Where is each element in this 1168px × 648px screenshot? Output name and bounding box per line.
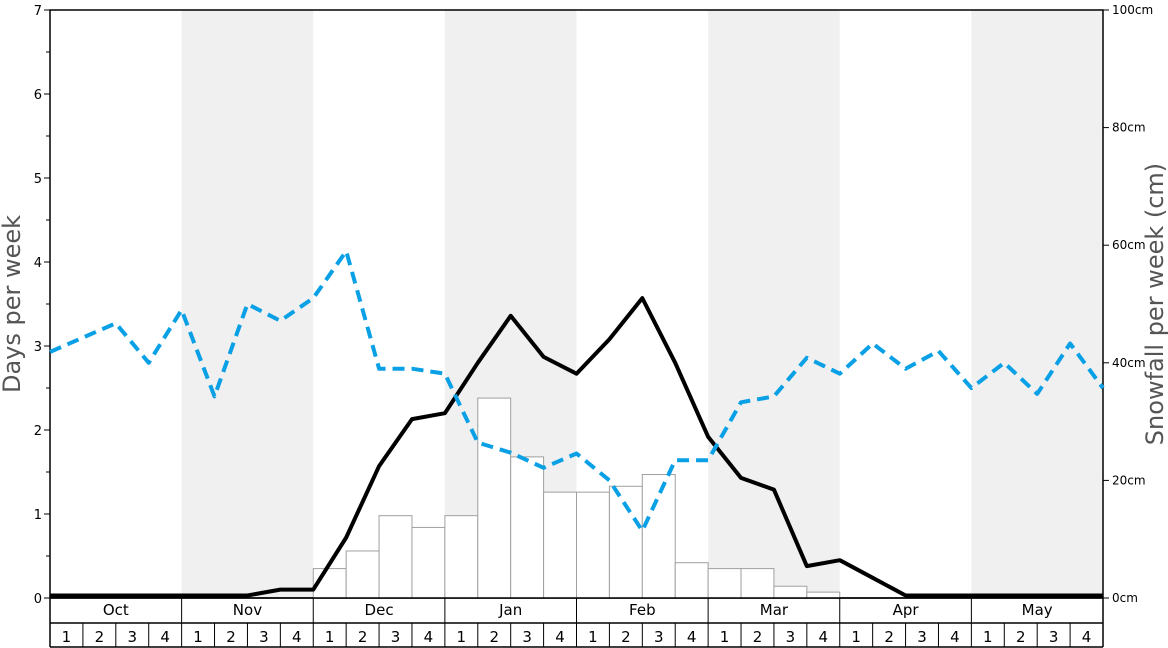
y-tick-label: 3	[34, 340, 42, 355]
snowfall-bar	[411, 526, 446, 599]
y-tick-label: 0	[34, 592, 42, 607]
blue-dashed-line	[49, 249, 1105, 533]
month-axis: Oct 1 2 3 4 Nov 1 2 3 4 Dec 1 2 3 4 Jan 1 2 3 4 Feb 1 2 3 4 Mar 1 2…	[49, 597, 1104, 648]
y-tick-label: 2	[34, 424, 42, 439]
week-label: 1	[457, 628, 467, 646]
month-label-mar: Mar	[760, 601, 789, 619]
month-shading	[181, 10, 1103, 598]
week-label: 1	[193, 628, 203, 646]
y2-tick-label: 0cm	[1112, 591, 1138, 605]
week-label: 3	[259, 628, 269, 646]
y-tick-label: 7	[34, 4, 42, 19]
month-label-apr: Apr	[893, 601, 920, 619]
y2-tick-label: 20cm	[1112, 473, 1146, 487]
week-label: 1	[588, 628, 598, 646]
week-label: 3	[917, 628, 927, 646]
week-label: 2	[489, 628, 499, 646]
week-label: 3	[654, 628, 664, 646]
week-label: 1	[62, 628, 72, 646]
snowfall-bar	[773, 585, 808, 599]
month-shade-nov	[181, 10, 314, 598]
week-label: 1	[851, 628, 861, 646]
y2-axis-title: Snowfall per week (cm)	[1141, 163, 1168, 445]
week-label: 2	[884, 628, 894, 646]
axes: 0 1 2 3 4 5 6 7 0cm 20cm 40cm 60cm 80cm 100cm	[34, 3, 1153, 607]
week-label: 4	[292, 628, 302, 646]
snowfall-bar	[345, 550, 380, 599]
week-label: 4	[819, 628, 829, 646]
snowfall-bar	[510, 456, 545, 599]
week-label: 2	[226, 628, 236, 646]
week-label: 4	[687, 628, 697, 646]
y2-tick-label: 60cm	[1112, 238, 1146, 252]
y2-tick-label: 80cm	[1112, 121, 1146, 135]
month-label-dec: Dec	[365, 601, 394, 619]
black-line	[50, 296, 1103, 598]
y2-tick-label: 40cm	[1112, 356, 1146, 370]
day-lines	[49, 249, 1105, 598]
month-label-oct: Oct	[103, 601, 129, 619]
snowfall-bar	[477, 397, 512, 599]
y-axis-title: Days per week	[0, 215, 26, 393]
month-label-jan: Jan	[498, 601, 522, 619]
snowfall-bar	[641, 474, 676, 599]
month-shade-may	[971, 10, 1103, 598]
snowfall-bar	[740, 568, 775, 599]
week-label: 3	[127, 628, 137, 646]
y-tick-label: 1	[34, 508, 42, 523]
snowfall-bar	[444, 515, 479, 599]
month-shade-mar	[708, 10, 840, 598]
week-label: 1	[325, 628, 335, 646]
week-label: 4	[555, 628, 565, 646]
week-label: 2	[1016, 628, 1026, 646]
week-label: 2	[95, 628, 105, 646]
y-tick-label: 6	[34, 88, 42, 103]
week-label: 2	[621, 628, 631, 646]
snowfall-bar	[806, 591, 841, 599]
week-label: 3	[1049, 628, 1059, 646]
week-label: 2	[358, 628, 368, 646]
week-label: 4	[160, 628, 170, 646]
week-label: 2	[753, 628, 763, 646]
snowfall-bar	[543, 491, 577, 599]
week-label: 4	[424, 628, 434, 646]
snowfall-bar	[576, 491, 610, 599]
week-label: 1	[983, 628, 993, 646]
y2-tick-label: 100cm	[1112, 3, 1153, 17]
snowfall-bar	[674, 562, 709, 599]
week-label: 3	[391, 628, 401, 646]
week-label: 4	[1082, 628, 1092, 646]
snowfall-bar	[378, 515, 413, 599]
month-label-feb: Feb	[629, 601, 656, 619]
week-label: 3	[522, 628, 532, 646]
y-tick-label: 4	[34, 256, 42, 271]
month-label-nov: Nov	[233, 601, 262, 619]
y-tick-label: 5	[34, 172, 42, 187]
snowfall-bar	[707, 568, 742, 599]
week-label: 1	[720, 628, 730, 646]
week-label: 4	[950, 628, 960, 646]
week-label: 3	[786, 628, 796, 646]
month-label-may: May	[1022, 601, 1053, 619]
